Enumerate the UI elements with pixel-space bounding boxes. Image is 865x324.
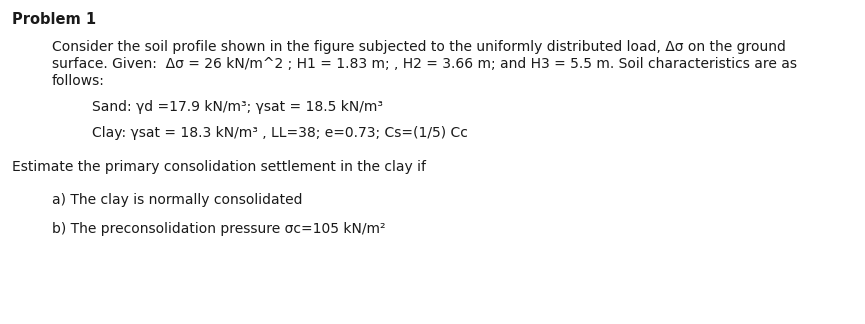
Text: a) The clay is normally consolidated: a) The clay is normally consolidated — [52, 193, 303, 207]
Text: follows:: follows: — [52, 74, 105, 88]
Text: surface. Given:  Δσ = 26 kN/m^2 ; H1 = 1.83 m; , H2 = 3.66 m; and H3 = 5.5 m. So: surface. Given: Δσ = 26 kN/m^2 ; H1 = 1.… — [52, 57, 797, 71]
Text: Consider the soil profile shown in the figure subjected to the uniformly distrib: Consider the soil profile shown in the f… — [52, 40, 786, 54]
Text: Sand: γd =17.9 kN/m³; γsat = 18.5 kN/m³: Sand: γd =17.9 kN/m³; γsat = 18.5 kN/m³ — [92, 100, 383, 114]
Text: Problem 1: Problem 1 — [12, 12, 96, 27]
Text: b) The preconsolidation pressure σc=105 kN/m²: b) The preconsolidation pressure σc=105 … — [52, 222, 386, 236]
Text: Clay: γsat = 18.3 kN/m³ , LL=38; e=0.73; Cs=(1/5) Cc: Clay: γsat = 18.3 kN/m³ , LL=38; e=0.73;… — [92, 126, 468, 140]
Text: Estimate the primary consolidation settlement in the clay if: Estimate the primary consolidation settl… — [12, 160, 426, 174]
